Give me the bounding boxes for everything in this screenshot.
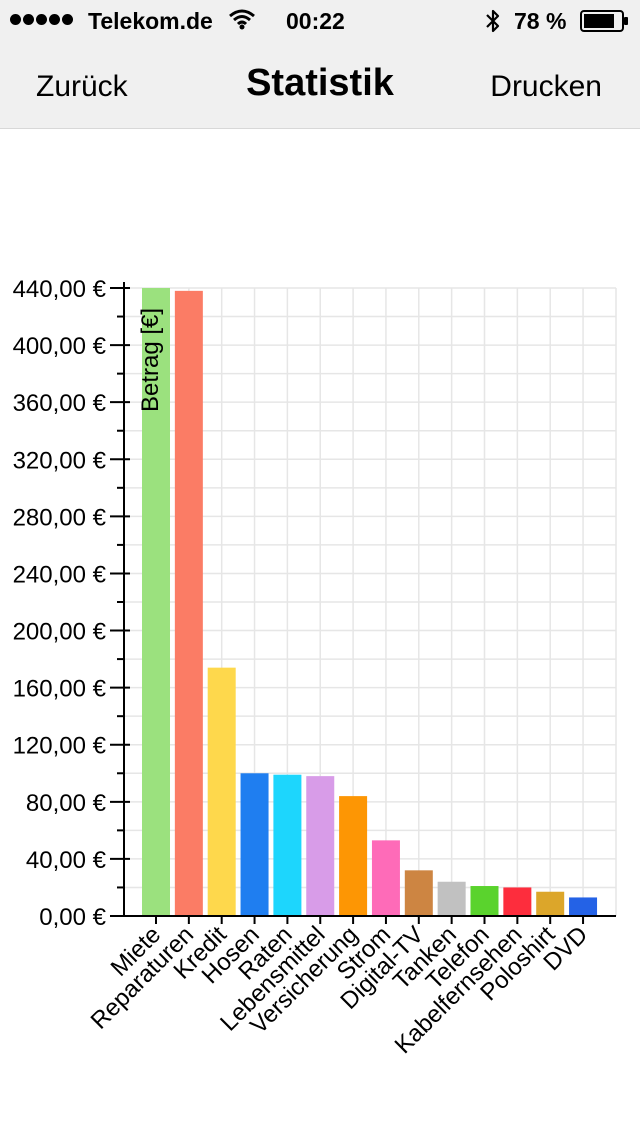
- y-tick-label: 0,00 €: [39, 904, 106, 931]
- top-area: Telekom.de 00:22 78 % Zurück Stati: [0, 0, 640, 129]
- bar-kredit: [207, 667, 236, 916]
- y-tick-label: 240,00 €: [13, 561, 107, 588]
- y-tick-label: 200,00 €: [13, 619, 107, 646]
- bar-versicherung: [339, 796, 368, 916]
- bar-hosen: [240, 773, 269, 916]
- y-tick-label: 400,00 €: [13, 333, 107, 360]
- bar-reparaturen: [174, 290, 203, 916]
- bar-strom: [371, 840, 400, 916]
- bar-raten: [273, 774, 302, 916]
- clock-time: 00:22: [286, 8, 345, 34]
- chart-bars: [142, 288, 598, 916]
- y-tick-label: 120,00 €: [13, 733, 107, 760]
- back-button[interactable]: Zurück: [36, 70, 128, 103]
- bar-telefon: [470, 886, 499, 916]
- bar-tanken: [437, 881, 466, 916]
- status-bar: Telekom.de 00:22 78 %: [0, 0, 640, 40]
- battery-icon: [580, 10, 630, 39]
- chart-axes: 0,00 € 40,00 € 80,00 € 120,00 € 160,00 € 200,…: [13, 276, 616, 1059]
- print-button[interactable]: Drucken: [490, 70, 602, 103]
- y-tick-label: 40,00 €: [26, 847, 107, 874]
- carrier-name: Telekom.de: [88, 8, 213, 34]
- bar-chart: 0,00 € 40,00 € 80,00 € 120,00 € 160,00 € 200,…: [13, 276, 617, 1059]
- chart-y-axis-title-layer: Betrag [€]: [137, 308, 164, 412]
- signal-strength-icon: [10, 14, 73, 25]
- y-tick-label: 280,00 €: [13, 504, 107, 531]
- y-tick-label: 320,00 €: [13, 447, 107, 474]
- bar-dvd: [569, 897, 598, 916]
- battery-percentage: 78 %: [514, 8, 567, 34]
- y-axis-title: Betrag [€]: [137, 308, 164, 412]
- bar-lebensmittel: [306, 776, 335, 916]
- bluetooth-icon: [484, 8, 502, 41]
- y-tick-label: 360,00 €: [13, 390, 107, 417]
- bar-miete: [142, 288, 170, 916]
- wifi-icon: [228, 8, 256, 37]
- y-tick-label: 160,00 €: [13, 676, 107, 703]
- bar-kabelfernsehen: [503, 887, 532, 916]
- y-tick-label: 440,00 €: [13, 276, 107, 303]
- bar-digital-tv: [404, 870, 433, 916]
- navigation-bar: Zurück Statistik Drucken: [0, 40, 640, 128]
- y-tick-label: 80,00 €: [26, 790, 107, 817]
- bar-poloshirt: [536, 891, 565, 916]
